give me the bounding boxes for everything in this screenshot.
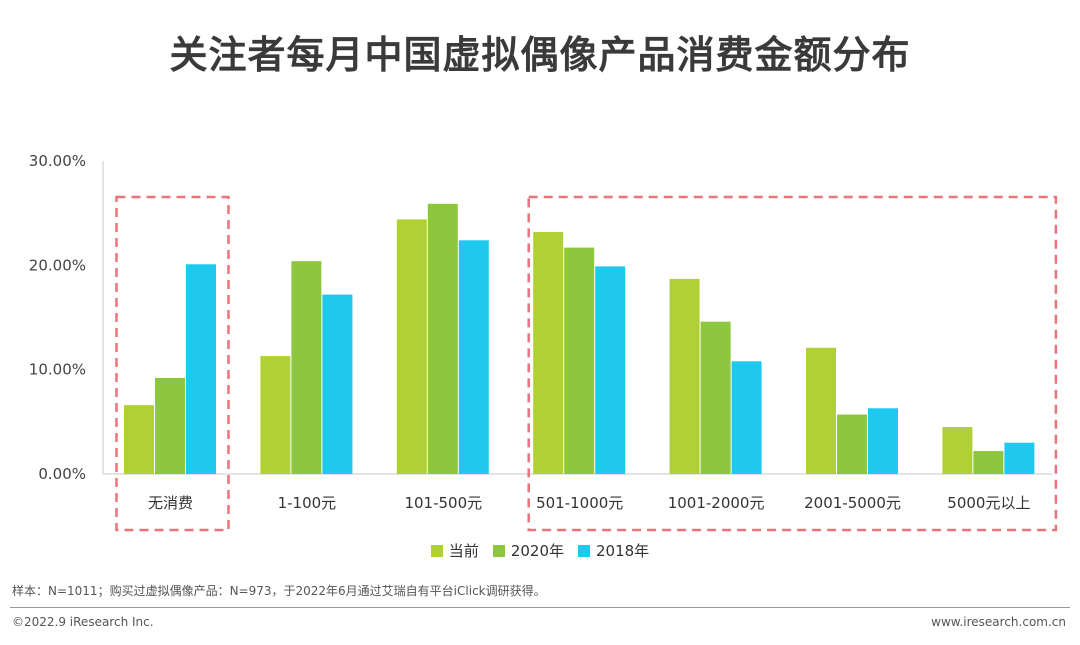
bar-2-1 [155, 378, 185, 474]
y-tick-label: 30.00% [29, 152, 86, 170]
bar-1-5 [669, 278, 700, 474]
bar-1-4 [533, 231, 564, 474]
y-tick-label: 10.00% [29, 361, 86, 379]
sample-footnote: 样本：N=1011；购买过虚拟偶像产品：N=973，于2022年6月通过艾瑞自有… [12, 584, 546, 598]
bar-1-1 [124, 405, 154, 474]
legend-label: 2018年 [596, 542, 650, 560]
chart-legend: 当前 2020年 2018年 [0, 540, 1080, 561]
legend-swatch [578, 544, 590, 557]
bar-3-6 [868, 408, 898, 474]
x-tick-label: 1001-2000元 [668, 494, 765, 512]
bar-3-7 [1004, 442, 1035, 474]
footer-divider [10, 607, 1070, 608]
highlight-box-high-spend [527, 195, 1058, 532]
bar-3-3 [458, 240, 489, 474]
bar-3-5 [731, 361, 762, 474]
bar-3-2 [322, 294, 353, 474]
bar-2-6 [837, 414, 867, 474]
bar-1-3 [396, 219, 427, 474]
bar-2-2 [291, 261, 322, 474]
bar-3-4 [595, 266, 626, 474]
bar-2-4 [564, 247, 595, 474]
bar-1-2 [260, 356, 291, 474]
x-tick-label: 无消费 [148, 494, 193, 512]
legend-label: 当前 [448, 542, 479, 560]
legend-item: 2020年 [492, 540, 564, 561]
bar-1-7 [942, 427, 973, 474]
bar-2-3 [427, 203, 458, 474]
bar-chart: 0.00% 10.00% 20.00% 30.00% 无消费 1-100元 101-500… [29, 152, 1058, 532]
legend-label: 2020年 [510, 542, 564, 560]
chart-title: 关注者每月中国虚拟偶像产品消费金额分布 [169, 33, 911, 77]
highlight-box-no-spend [115, 195, 230, 532]
bar-1-6 [806, 347, 836, 474]
x-tick-label: 2001-5000元 [804, 494, 901, 512]
copyright-text: ©2022.9 iResearch Inc. [12, 615, 154, 629]
x-tick-label: 101-500元 [404, 494, 482, 512]
legend-item: 当前 [430, 540, 479, 561]
bar-2-7 [973, 451, 1004, 474]
x-tick-label: 5000元以上 [947, 494, 1030, 512]
bar-3-1 [186, 264, 216, 474]
y-tick-label: 0.00% [38, 465, 86, 483]
legend-swatch [492, 544, 505, 557]
legend-swatch [430, 544, 443, 557]
x-tick-label: 1-100元 [278, 494, 337, 512]
y-tick-label: 20.00% [29, 256, 86, 274]
legend-item: 2018年 [578, 540, 649, 561]
x-tick-label: 501-1000元 [536, 494, 623, 512]
site-url: www.iresearch.com.cn [931, 615, 1066, 629]
bar-2-5 [700, 321, 731, 474]
